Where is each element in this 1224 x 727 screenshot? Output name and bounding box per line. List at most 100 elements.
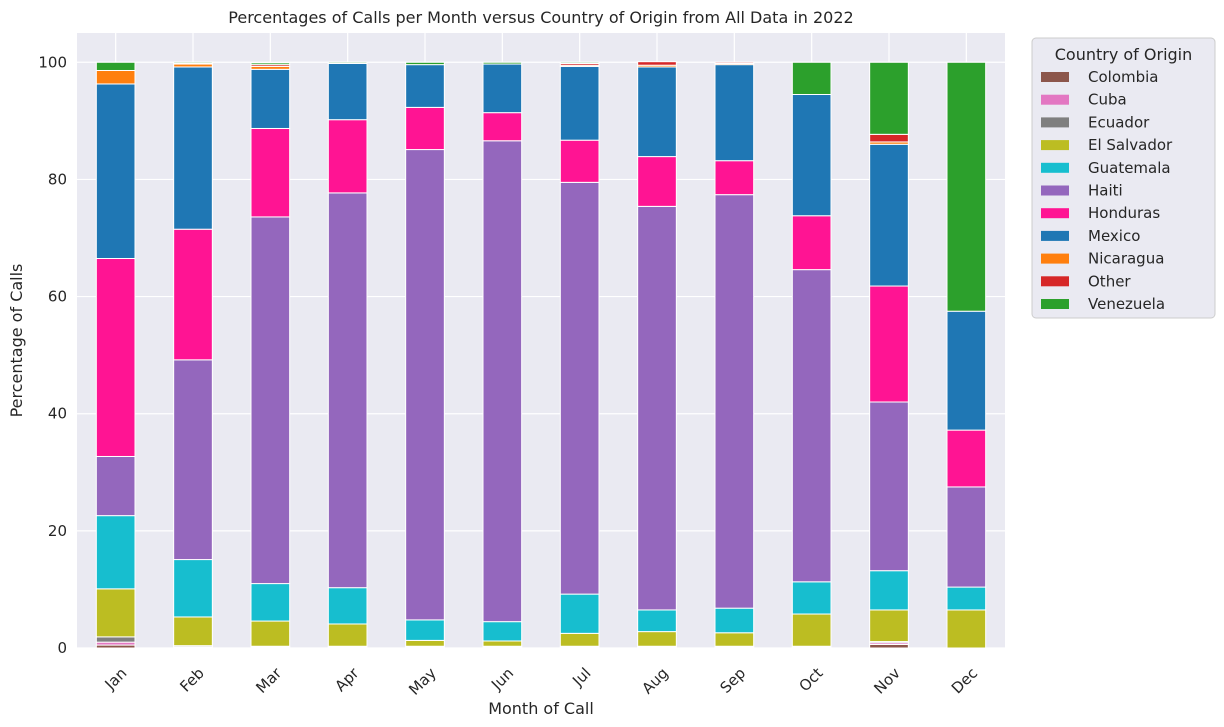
legend-label-nicaragua: Nicaragua xyxy=(1088,250,1164,268)
y-tick-labels: 0 20 40 60 80 100 xyxy=(38,53,67,657)
y-tick-label: 80 xyxy=(48,170,67,188)
y-tick-label: 0 xyxy=(57,639,67,657)
bar-segment-haiti-sep xyxy=(714,194,755,609)
x-tick-label: Jul xyxy=(568,664,594,690)
bar-segment-honduras-nov xyxy=(869,285,909,403)
bar-segment-guatemala-mar xyxy=(250,583,291,622)
bar-segment-honduras-may xyxy=(405,106,445,151)
bar-segment-guatemala-sep xyxy=(714,607,755,634)
bar-segment-nicaragua-jan xyxy=(95,69,136,85)
legend-label-haiti: Haiti xyxy=(1088,182,1123,200)
bar-segment-haiti-dec xyxy=(946,486,987,588)
bar-segment-honduras-mar xyxy=(250,127,291,218)
x-tick-labels: Jan Feb Mar Apr May Jun Jul Aug Sep Oct Nov Dec xyxy=(101,664,981,699)
chart-title: Percentages of Calls per Month versus Co… xyxy=(228,8,853,27)
y-tick-label: 40 xyxy=(48,405,67,423)
legend-label-venezuela: Venezuela xyxy=(1088,295,1165,313)
bar-segment-guatemala-jul xyxy=(559,593,600,634)
bar-segment-guatemala-apr xyxy=(327,587,368,625)
bar-segment-mexico-feb xyxy=(173,66,213,230)
bar-segment-guatemala-may xyxy=(405,619,445,641)
bar-segment-mexico-nov xyxy=(869,143,909,287)
bar-segment-mexico-oct xyxy=(791,94,832,217)
x-tick-label: Sep xyxy=(716,664,749,697)
bar-segment-colombia-nov xyxy=(869,643,909,649)
bar-segment-mexico-may xyxy=(405,64,445,108)
bar-segment-el-salvador-aug xyxy=(637,631,677,647)
legend-swatch-colombia xyxy=(1041,72,1069,82)
y-tick-label: 100 xyxy=(38,53,67,71)
bar-segment-el-salvador-sep xyxy=(714,632,755,647)
legend-label-other: Other xyxy=(1088,272,1131,290)
bar-segment-honduras-oct xyxy=(791,215,832,271)
bar-segment-venezuela-nov xyxy=(869,61,909,135)
legend-label-el-salvador: El Salvador xyxy=(1088,136,1173,154)
bar-segment-mexico-apr xyxy=(327,62,368,121)
legend-swatch-mexico xyxy=(1041,230,1069,241)
bar-segment-haiti-jun xyxy=(482,140,523,623)
x-tick-label: Nov xyxy=(870,664,904,698)
x-tick-label: Feb xyxy=(176,664,208,696)
x-tick-label: Apr xyxy=(331,664,363,696)
legend-swatch-cuba xyxy=(1041,94,1069,105)
bar-segment-venezuela-jan xyxy=(95,61,136,71)
bar-segment-honduras-jul xyxy=(559,139,600,183)
legend-swatch-other xyxy=(1041,276,1069,287)
x-axis-title: Month of Call xyxy=(488,699,594,718)
bar-segment-haiti-nov xyxy=(869,401,909,572)
bars xyxy=(95,61,987,649)
bar-segment-mexico-dec xyxy=(946,310,987,431)
y-tick-label: 20 xyxy=(48,522,67,540)
legend-box xyxy=(1031,37,1216,319)
bar-segment-honduras-dec xyxy=(946,429,987,488)
bar-segment-mexico-sep xyxy=(714,64,755,162)
bar-segment-guatemala-nov xyxy=(869,570,909,611)
bar-segment-other-aug xyxy=(637,61,677,66)
bar-segment-el-salvador-jan xyxy=(95,588,136,638)
bar-segment-guatemala-jun xyxy=(482,621,523,642)
bar-segment-el-salvador-may xyxy=(405,639,445,647)
bar-segment-haiti-aug xyxy=(637,205,677,611)
legend-swatch-el-salvador xyxy=(1041,140,1069,151)
x-tick-label: Jan xyxy=(101,664,131,694)
bar-segment-guatemala-oct xyxy=(791,581,832,615)
bar-segment-honduras-sep xyxy=(714,160,755,196)
legend-swatch-guatemala xyxy=(1041,162,1069,173)
legend-swatch-venezuela xyxy=(1041,299,1069,309)
bar-segment-el-salvador-jun xyxy=(482,640,523,647)
bar-segment-el-salvador-feb xyxy=(173,616,213,647)
legend-title: Country of Origin xyxy=(1055,45,1193,64)
bar-segment-el-salvador-jul xyxy=(559,632,600,647)
legend-label-guatemala: Guatemala xyxy=(1088,159,1171,177)
bar-segment-haiti-may xyxy=(405,149,445,621)
x-tick-label: Oct xyxy=(795,664,826,695)
bar-segment-guatemala-dec xyxy=(946,586,987,611)
bar-segment-ecuador-jan xyxy=(95,636,136,643)
bar-segment-el-salvador-oct xyxy=(791,613,832,647)
bar-segment-mexico-mar xyxy=(250,68,291,129)
bar-segment-other-sep xyxy=(714,61,755,64)
bar-segment-venezuela-mar xyxy=(250,62,291,66)
legend: Country of Origin Colombia Cuba Ecuador El … xyxy=(1031,37,1216,319)
legend-label-honduras: Honduras xyxy=(1088,204,1160,222)
legend-swatch-honduras xyxy=(1041,208,1069,219)
bar-segment-haiti-jan xyxy=(95,455,136,517)
x-tick-label: Dec xyxy=(948,664,981,697)
x-tick-label: Aug xyxy=(638,664,671,697)
bar-segment-honduras-aug xyxy=(637,156,677,207)
y-axis-title: Percentage of Calls xyxy=(7,264,26,418)
bar-segment-guatemala-jan xyxy=(95,515,136,590)
bar-segment-haiti-jul xyxy=(559,181,600,595)
bar-segment-venezuela-oct xyxy=(791,61,832,95)
bar-segment-haiti-oct xyxy=(791,269,832,583)
bar-segment-guatemala-aug xyxy=(637,609,677,633)
bar-segment-venezuela-may xyxy=(405,61,445,66)
bar-segment-honduras-apr xyxy=(327,119,368,194)
bar-segment-el-salvador-apr xyxy=(327,623,368,647)
legend-swatch-ecuador xyxy=(1041,117,1069,128)
bar-segment-guatemala-feb xyxy=(173,559,213,618)
legend-label-cuba: Cuba xyxy=(1088,91,1127,109)
bar-segment-el-salvador-nov xyxy=(869,609,909,643)
